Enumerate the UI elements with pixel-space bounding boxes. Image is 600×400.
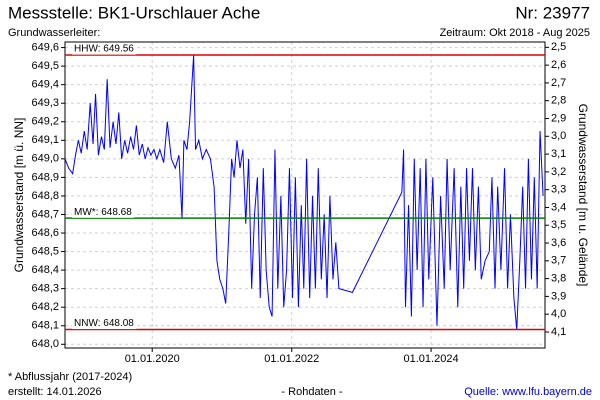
y2-tick-label: 3,4 <box>551 201 566 213</box>
y2-tick-label: 3,5 <box>551 219 566 231</box>
y-tick-label: 648,8 <box>31 190 59 202</box>
y-tick-label: 648,0 <box>31 338 59 350</box>
y2-tick-label: 3,2 <box>551 166 566 178</box>
y2-tick-label: 3,9 <box>551 290 566 302</box>
y2-tick-label: 3,3 <box>551 184 566 196</box>
subtitle: Grundwasserleiter: <box>8 27 100 39</box>
y2-tick-label: 2,7 <box>551 77 566 89</box>
reference-label-bg <box>72 43 137 55</box>
data-line <box>64 54 544 330</box>
source: Quelle: www.lfu.bayern.de <box>464 386 592 398</box>
y2-tick-label: 4,0 <box>551 308 566 320</box>
reference-label-bg <box>72 318 137 330</box>
y-tick-label: 649,1 <box>31 134 59 146</box>
x-tick-label: 01.01.2022 <box>264 353 319 365</box>
y-tick-label: 648,5 <box>31 245 59 257</box>
reference-label: NNW: 648.08 <box>74 318 134 329</box>
y-tick-label: 648,1 <box>31 320 59 332</box>
reference-label: HHW: 649.56 <box>74 44 134 55</box>
y2-tick-label: 3,1 <box>551 148 566 160</box>
footnote: * Abflussjahr (2017-2024) <box>8 371 132 383</box>
y-tick-label: 648,7 <box>31 208 59 220</box>
y-tick-label: 648,9 <box>31 171 59 183</box>
y2-tick-label: 3,6 <box>551 237 566 249</box>
y-tick-label: 649,6 <box>31 41 59 53</box>
note: - Rohdaten - <box>281 386 342 398</box>
y2-tick-label: 4,1 <box>551 326 566 338</box>
y2-tick-label: 2,8 <box>551 95 566 107</box>
y2-axis-label: Grundwasserstand [m u. Gelände] <box>576 104 590 287</box>
reference-label: MW*: 648.68 <box>74 207 132 218</box>
plot-frame <box>64 41 546 349</box>
station-number: Nr: 23977 <box>515 3 590 22</box>
chart-title: Messstelle: BK1-Urschlauer Ache <box>8 3 260 22</box>
reference-label-bg <box>72 206 135 218</box>
y-tick-label: 649,5 <box>31 60 59 72</box>
y2-tick-label: 3,7 <box>551 255 566 267</box>
y-axis-label: Grundwasserstand [m ü. NN] <box>12 118 26 273</box>
y-tick-label: 649,2 <box>31 116 59 128</box>
y-tick-label: 649,0 <box>31 153 59 165</box>
y-tick-label: 648,3 <box>31 283 59 295</box>
y-tick-label: 649,4 <box>31 79 59 91</box>
y2-tick-label: 2,5 <box>551 41 566 53</box>
y-tick-label: 649,3 <box>31 97 59 109</box>
y2-tick-label: 3,0 <box>551 130 566 142</box>
y2-tick-label: 2,9 <box>551 112 566 124</box>
y2-tick-label: 2,6 <box>551 59 566 71</box>
y-tick-label: 648,2 <box>31 301 59 313</box>
period: Zeitraum: Okt 2018 - Aug 2025 <box>440 27 590 39</box>
x-tick-label: 01.01.2024 <box>404 353 459 365</box>
created: erstellt: 14.01.2026 <box>8 386 102 398</box>
y-tick-label: 648,6 <box>31 227 59 239</box>
y2-tick-label: 3,8 <box>551 273 566 285</box>
x-tick-label: 01.01.2020 <box>125 353 180 365</box>
y-tick-label: 648,4 <box>31 264 59 276</box>
